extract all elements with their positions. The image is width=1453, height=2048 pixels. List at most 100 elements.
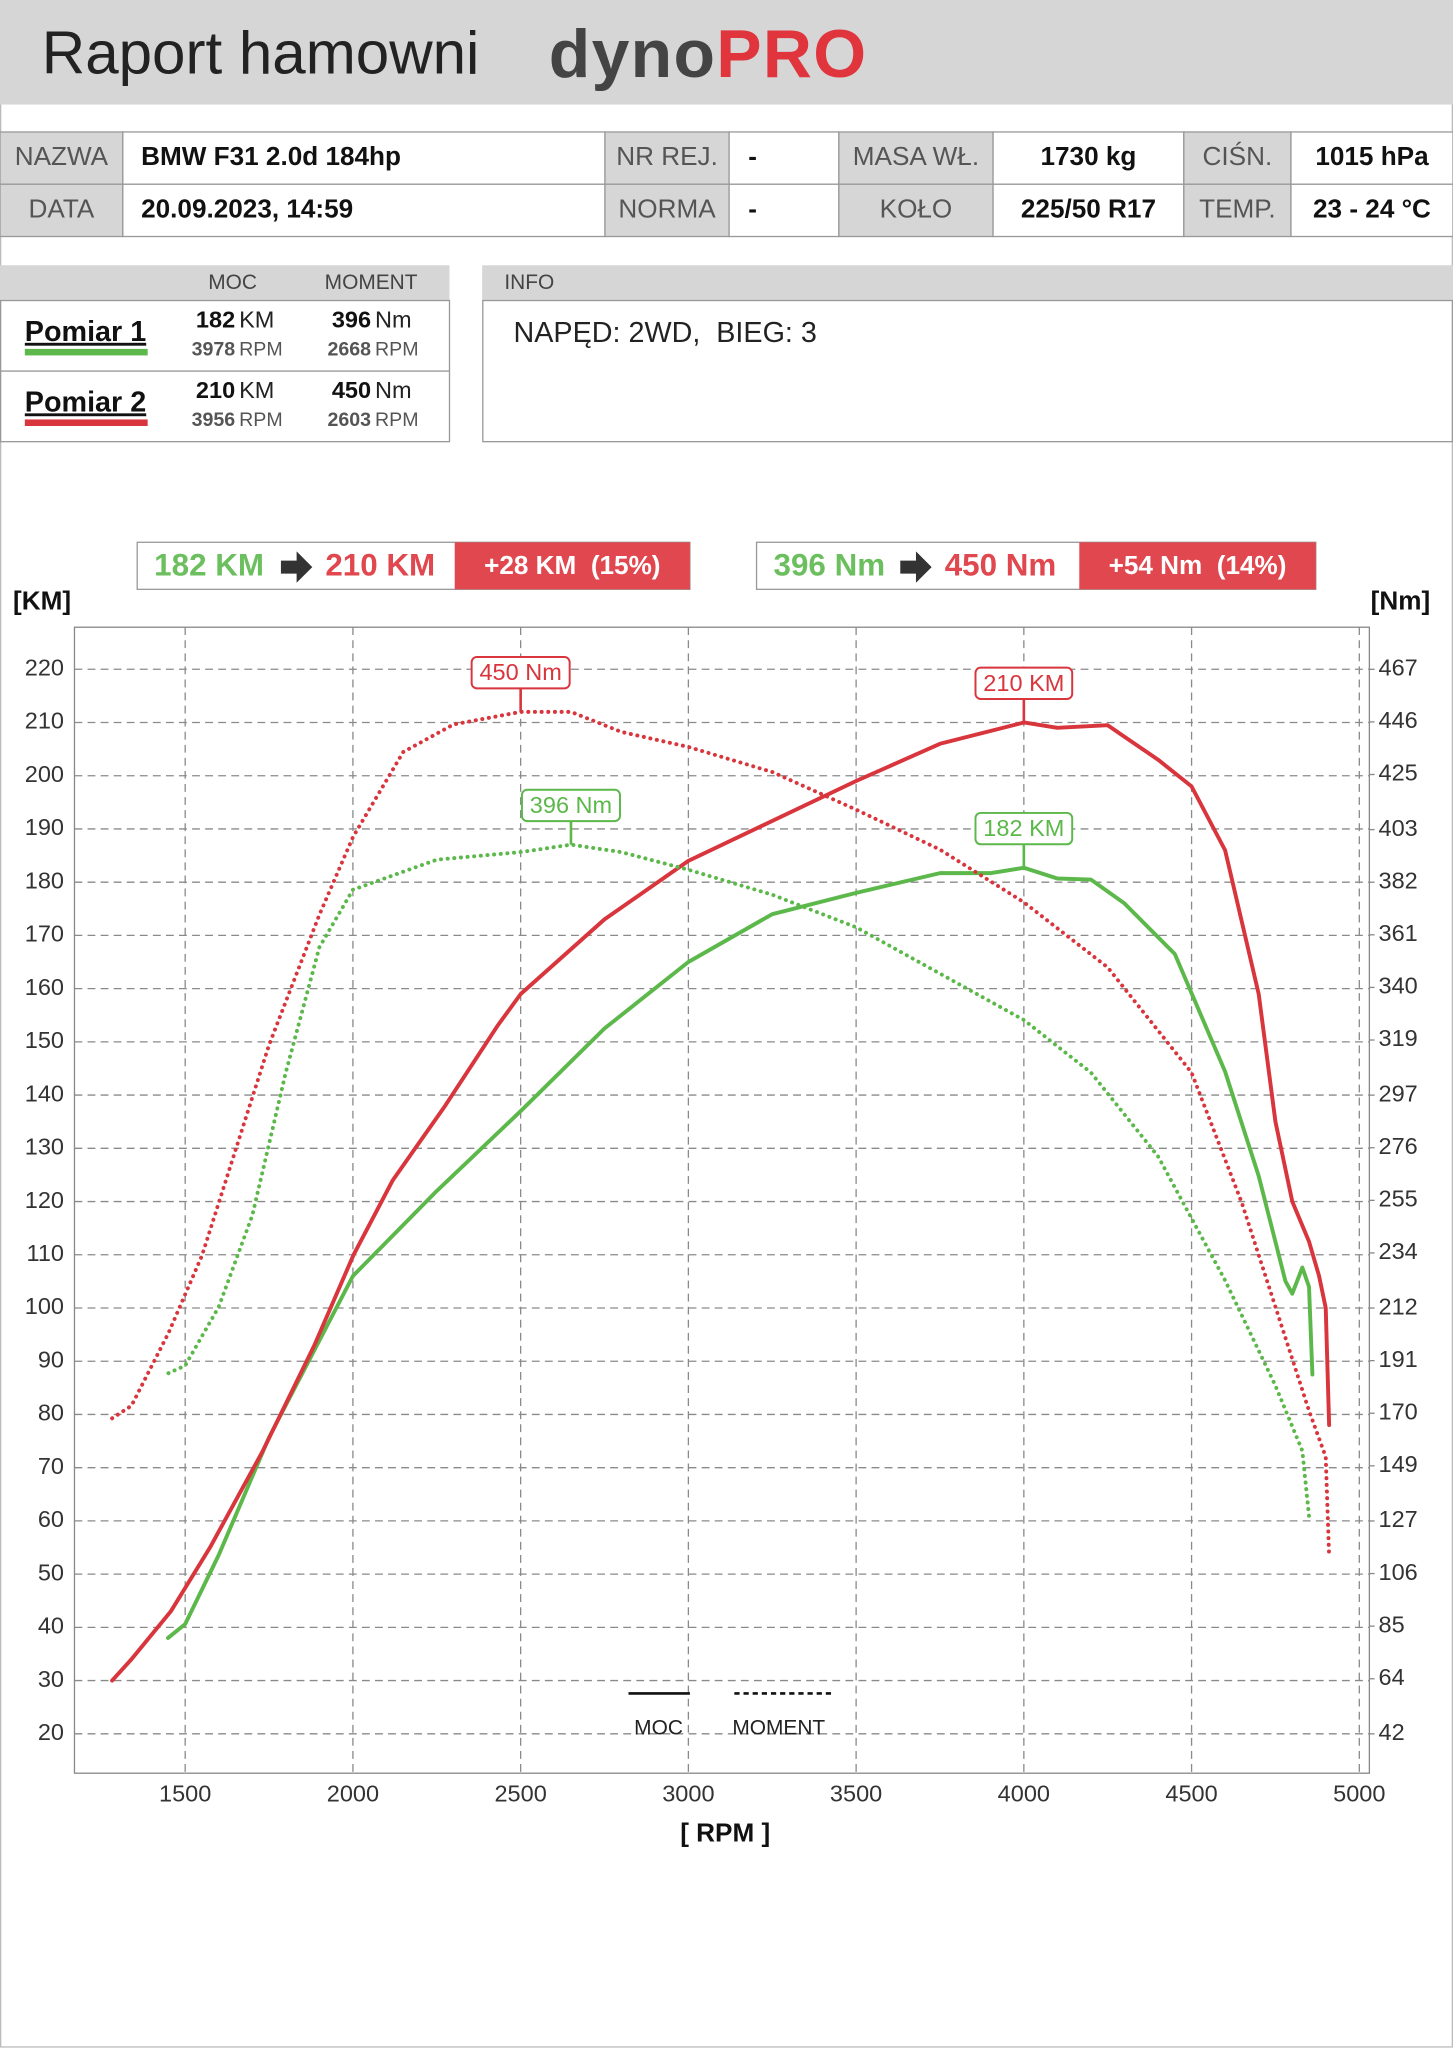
spec-value-cell xyxy=(992,131,1185,185)
compare-delta: +28 KM (15%) xyxy=(484,550,660,580)
y-tick-label: 120 xyxy=(25,1187,64,1213)
power-line xyxy=(110,720,1332,1683)
y-tick-label: 100 xyxy=(25,1293,64,1319)
compare-to: 210 KM xyxy=(325,547,435,582)
compare-delta-bg xyxy=(1079,542,1316,590)
y2-tick-label: 234 xyxy=(1379,1238,1418,1264)
y-tick-label: 90 xyxy=(38,1346,64,1372)
measure-power-unit: KM xyxy=(239,377,274,403)
measure-name: Pomiar 2 xyxy=(25,386,146,418)
spec-value-cell xyxy=(992,183,1185,238)
spec-label-cell xyxy=(1183,183,1292,238)
annotation-label: 182 KM xyxy=(983,815,1064,841)
y-tick-label: 160 xyxy=(25,974,64,1000)
measure-rpm-unit: RPM xyxy=(375,409,419,431)
spec-value-cell xyxy=(122,183,606,238)
y-tick-label: 200 xyxy=(25,761,64,787)
report-title: Raport hamowni xyxy=(42,19,480,86)
y-tick-label: 70 xyxy=(38,1453,64,1479)
spec-value: BMW F31 2.0d 184hp xyxy=(141,141,401,171)
y-tick-label: 110 xyxy=(27,1240,64,1266)
y2-tick-label: 85 xyxy=(1379,1611,1405,1637)
spec-label: KOŁO xyxy=(880,193,953,223)
annotation-label: 396 Nm xyxy=(530,792,612,818)
info-box xyxy=(482,299,1453,443)
spec-label-cell xyxy=(1183,131,1292,185)
x-tick-label: 1500 xyxy=(159,1781,211,1807)
measure-col-header: MOMENT xyxy=(325,271,418,294)
torque-line xyxy=(110,709,1332,1558)
y2-tick-label: 106 xyxy=(1379,1559,1418,1585)
spec-value-cell xyxy=(728,131,840,185)
y2-tick-label: 425 xyxy=(1379,760,1418,786)
y2-tick-label: 170 xyxy=(1379,1398,1418,1424)
y2-tick-label: 297 xyxy=(1379,1080,1418,1106)
spec-label-cell xyxy=(838,183,994,238)
y2-tick-label: 64 xyxy=(1379,1664,1405,1690)
spec-label: DATA xyxy=(29,193,95,223)
compare-delta-bg xyxy=(454,542,690,590)
spec-value: 20.09.2023, 14:59 xyxy=(141,193,353,223)
spec-value: 23 - 24 °C xyxy=(1313,193,1431,223)
spec-label: NAZWA xyxy=(15,141,109,171)
spec-label: NORMA xyxy=(618,193,716,223)
header-bar xyxy=(0,0,1453,105)
spec-label: NR REJ. xyxy=(616,141,718,171)
measure-name: Pomiar 1 xyxy=(25,316,146,348)
measure-power: 182 xyxy=(196,307,235,333)
x-axis-label: [ RPM ] xyxy=(680,1818,770,1848)
legend-label: MOC xyxy=(634,1716,683,1739)
spec-value-cell xyxy=(122,131,606,185)
measure-row xyxy=(0,299,451,372)
y2-tick-label: 127 xyxy=(1379,1506,1418,1532)
spec-label-cell xyxy=(838,131,994,185)
y-tick-label: 20 xyxy=(38,1719,64,1745)
compare-delta: +54 Nm (14%) xyxy=(1109,550,1287,580)
measure-rpm-unit: RPM xyxy=(375,338,419,360)
y2-tick-label: 212 xyxy=(1379,1293,1418,1319)
y-tick-label: 40 xyxy=(38,1613,64,1639)
y-tick-label: 170 xyxy=(25,921,64,947)
spec-label-cell xyxy=(0,183,124,238)
y2-tick-label: 382 xyxy=(1379,867,1418,893)
measure-rpm-unit: RPM xyxy=(239,409,283,431)
y2-tick-label: 446 xyxy=(1379,707,1418,733)
info-text: NAPĘD: 2WD, BIEG: 3 xyxy=(514,317,817,349)
measure-power-unit: KM xyxy=(239,307,274,333)
y2-tick-label: 42 xyxy=(1379,1719,1405,1745)
measure-header xyxy=(0,265,450,301)
x-tick-label: 4500 xyxy=(1165,1781,1217,1807)
annotation-box xyxy=(520,788,621,823)
info-title: INFO xyxy=(504,271,554,294)
x-tick-label: 3500 xyxy=(830,1781,882,1807)
y2-tick-label: 255 xyxy=(1379,1186,1418,1212)
measure-torque-unit: Nm xyxy=(375,307,412,333)
annotation-box xyxy=(974,666,1074,700)
measure-torque: 450 xyxy=(332,377,371,403)
annotation-box xyxy=(470,656,571,690)
power-line xyxy=(166,865,1315,1640)
measure-power: 210 xyxy=(196,377,235,403)
x-tick-label: 2000 xyxy=(327,1781,379,1807)
measure-power-rpm: 3956 xyxy=(192,409,236,431)
measure-power-rpm: 3978 xyxy=(192,338,236,360)
compare-to: 450 Nm xyxy=(945,547,1057,582)
brand: dynoPRO xyxy=(549,16,868,92)
spec-label: MASA WŁ. xyxy=(853,141,979,171)
y-tick-label: 190 xyxy=(25,814,64,840)
y2-tick-label: 191 xyxy=(1379,1346,1418,1372)
x-tick-label: 2500 xyxy=(494,1781,546,1807)
y2-tick-label: 340 xyxy=(1379,973,1418,999)
spec-value-cell xyxy=(728,183,840,238)
legend-label: MOMENT xyxy=(732,1716,825,1739)
measure-torque: 396 xyxy=(332,307,371,333)
annotation-box xyxy=(974,811,1074,846)
spec-label: TEMP. xyxy=(1199,193,1275,223)
y-tick-label: 60 xyxy=(38,1506,64,1532)
annotation-label: 210 KM xyxy=(983,670,1064,696)
y2-tick-label: 319 xyxy=(1379,1025,1418,1051)
measure-torque-rpm: 2603 xyxy=(327,409,371,431)
spec-label: CIŚN. xyxy=(1203,141,1273,171)
brand-red: PRO xyxy=(716,16,867,92)
